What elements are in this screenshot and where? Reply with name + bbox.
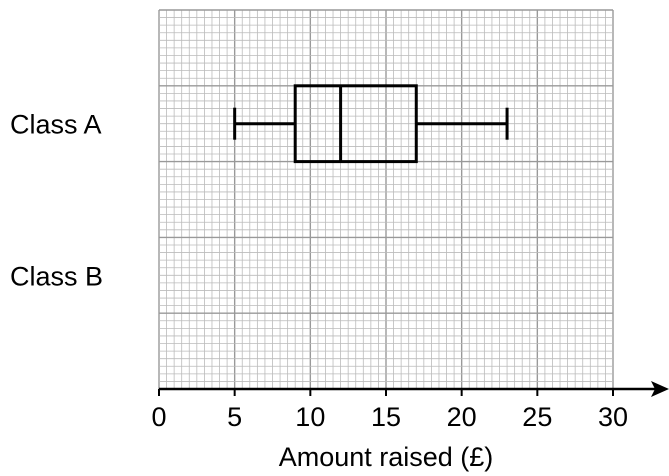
category-label: Class A bbox=[10, 110, 102, 140]
grid bbox=[158, 9, 614, 390]
x-tick-labels: 0 5 10 15 20 25 30 bbox=[151, 389, 628, 432]
category-labels: Class A Class B bbox=[10, 110, 103, 292]
x-tick-label: 30 bbox=[598, 402, 628, 432]
box-plot-class-a bbox=[233, 84, 509, 164]
category-label: Class B bbox=[10, 261, 103, 291]
box-plots bbox=[233, 84, 509, 164]
x-axis-arrow-icon bbox=[651, 381, 669, 397]
x-axis-title: Amount raised (£) bbox=[279, 442, 494, 472]
x-tick-label: 20 bbox=[447, 402, 477, 432]
x-tick-label: 0 bbox=[151, 402, 166, 432]
x-axis bbox=[159, 381, 669, 397]
x-tick-label: 10 bbox=[295, 402, 325, 432]
x-tick-label: 15 bbox=[371, 402, 401, 432]
x-tick-label: 5 bbox=[227, 402, 242, 432]
x-tick-label: 25 bbox=[522, 402, 552, 432]
